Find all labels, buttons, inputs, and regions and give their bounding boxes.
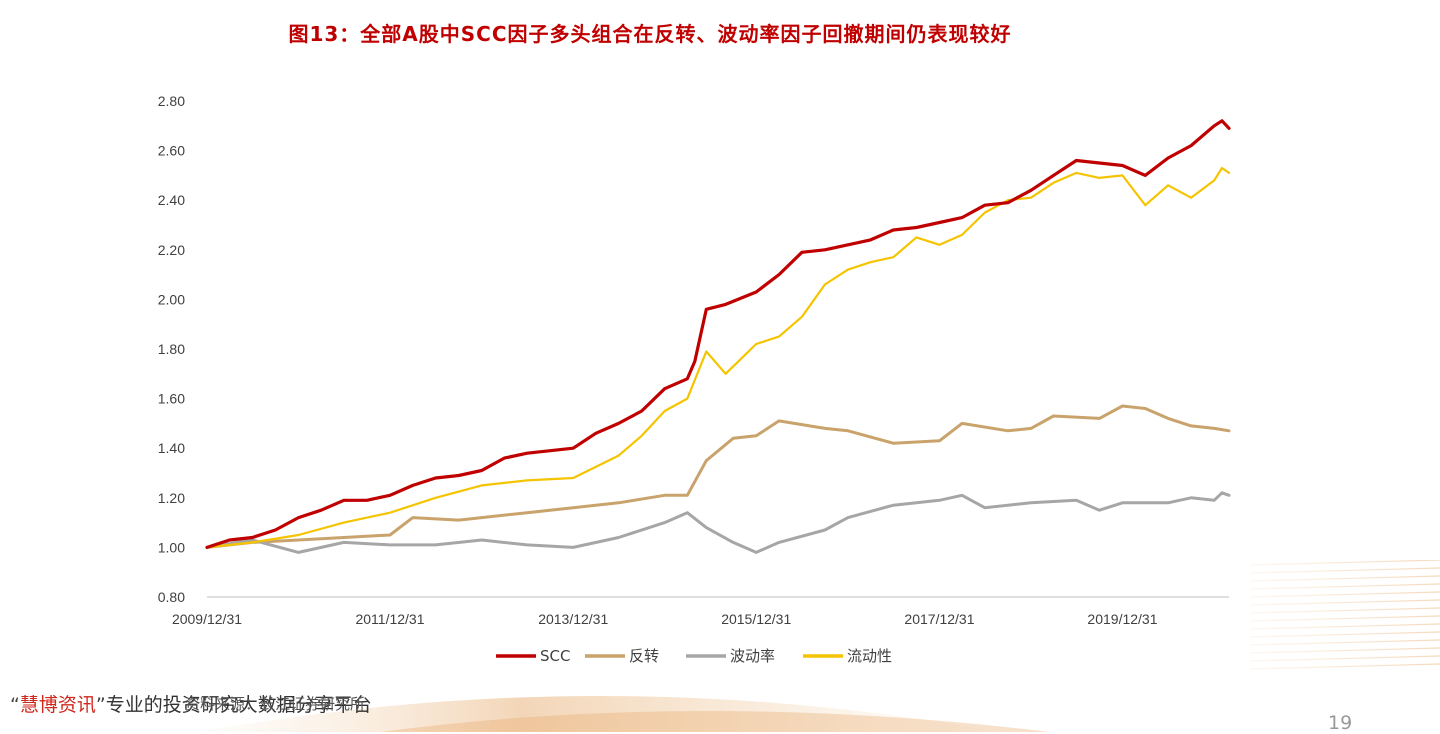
y-tick-label: 1.20 xyxy=(158,490,185,506)
x-tick-label: 2015/12/31 xyxy=(721,611,791,627)
x-tick-label: 2009/12/31 xyxy=(172,611,242,627)
brand-tagline: 专业的投资研究大数据分享平台 xyxy=(105,694,372,716)
brand-name: 慧博资讯 xyxy=(19,694,96,716)
quote-close: ” xyxy=(95,694,106,716)
y-tick-label: 1.00 xyxy=(158,539,185,555)
x-axis: 2009/12/31 2011/12/31 2013/12/31 2015/12/31… xyxy=(172,596,1229,627)
chart-title: 图13：全部A股中SCC因子多头组合在反转、波动率因子回撤期间仍表现较好 xyxy=(288,22,1012,46)
y-tick-label: 2.60 xyxy=(158,143,185,159)
legend-label: 流动性 xyxy=(847,647,892,665)
y-tick-label: 1.80 xyxy=(158,341,185,357)
series-line-scc xyxy=(205,119,1231,549)
x-tick-label: 2013/12/31 xyxy=(538,611,608,627)
footer-brand: “慧博资讯”专业的投资研究大数据分享平台 xyxy=(10,690,372,717)
legend-label: SCC xyxy=(540,647,570,665)
y-tick-label: 2.40 xyxy=(158,192,185,208)
y-tick-label: 2.20 xyxy=(158,242,185,258)
source-note: 资料来源：长江证券研究所 xyxy=(185,695,366,713)
page-number: 19 xyxy=(1328,712,1353,734)
legend-label: 波动率 xyxy=(730,647,775,665)
legend: SCC 反转 波动率 流动性 xyxy=(496,647,892,665)
y-tick-label: 2.00 xyxy=(158,291,185,307)
y-tick-label: 1.40 xyxy=(158,440,185,456)
series-lines xyxy=(205,119,1231,554)
series-line-reversal xyxy=(205,404,1231,549)
decorative-stripes xyxy=(1250,560,1440,670)
y-axis: 0.80 1.00 1.20 1.40 1.60 1.80 2.00 2.20 2.40 2.60… xyxy=(158,93,185,605)
quote-open: “ xyxy=(10,694,20,716)
y-tick-label: 2.80 xyxy=(158,93,185,109)
x-tick-label: 2019/12/31 xyxy=(1087,611,1157,627)
series-line-volatility xyxy=(205,491,1231,554)
decorative-swoosh xyxy=(200,696,1050,732)
legend-label: 反转 xyxy=(629,647,659,665)
x-tick-label: 2017/12/31 xyxy=(904,611,974,627)
y-tick-label: 1.60 xyxy=(158,391,185,407)
y-tick-label: 0.80 xyxy=(158,589,185,605)
series-line-liquidity xyxy=(205,166,1231,549)
x-tick-label: 2011/12/31 xyxy=(355,611,424,627)
